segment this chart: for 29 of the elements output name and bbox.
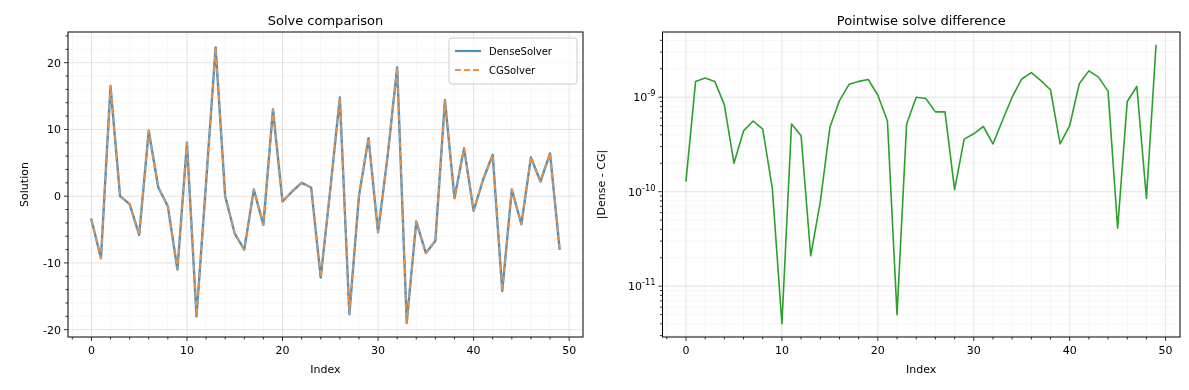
x-tick-label: 0 bbox=[682, 344, 690, 357]
x-tick-label: 40 bbox=[1062, 344, 1077, 357]
legend-label: DenseSolver bbox=[489, 46, 553, 57]
y-tick-label: -20 bbox=[43, 323, 61, 337]
y-tick-label: 10 bbox=[47, 123, 61, 137]
y-tick-label: 0 bbox=[54, 190, 61, 204]
chart-title: Solve comparison bbox=[267, 13, 384, 28]
x-tick-label: 50 bbox=[1158, 344, 1173, 357]
y-tick-label: 10$^{-11}$ bbox=[628, 277, 656, 294]
x-tick-label: 30 bbox=[371, 344, 386, 357]
legend-label: CGSolver bbox=[489, 65, 537, 76]
x-tick-label: 40 bbox=[466, 344, 481, 357]
y-tick-label: 20 bbox=[47, 56, 61, 70]
y-tick-label: -10 bbox=[43, 256, 61, 270]
x-tick-label: 10 bbox=[179, 344, 194, 357]
y-axis-title: |Dense - CG| bbox=[594, 149, 608, 220]
x-tick-label: 20 bbox=[870, 344, 885, 357]
x-tick-label: 50 bbox=[562, 344, 577, 357]
x-tick-label: 0 bbox=[87, 344, 95, 357]
line-series bbox=[685, 44, 1157, 325]
x-tick-label: 20 bbox=[275, 344, 290, 357]
x-tick-label: 30 bbox=[966, 344, 981, 357]
x-axis-title: Index bbox=[906, 363, 937, 376]
y-axis-title: Solution bbox=[18, 162, 31, 207]
x-axis-title: Index bbox=[310, 363, 342, 376]
chart-title: Pointwise solve difference bbox=[836, 13, 1006, 28]
x-tick-label: 10 bbox=[774, 344, 789, 357]
y-tick-label: 10$^{-10}$ bbox=[628, 182, 656, 199]
y-tick-label: 10$^{-9}$ bbox=[633, 88, 656, 105]
